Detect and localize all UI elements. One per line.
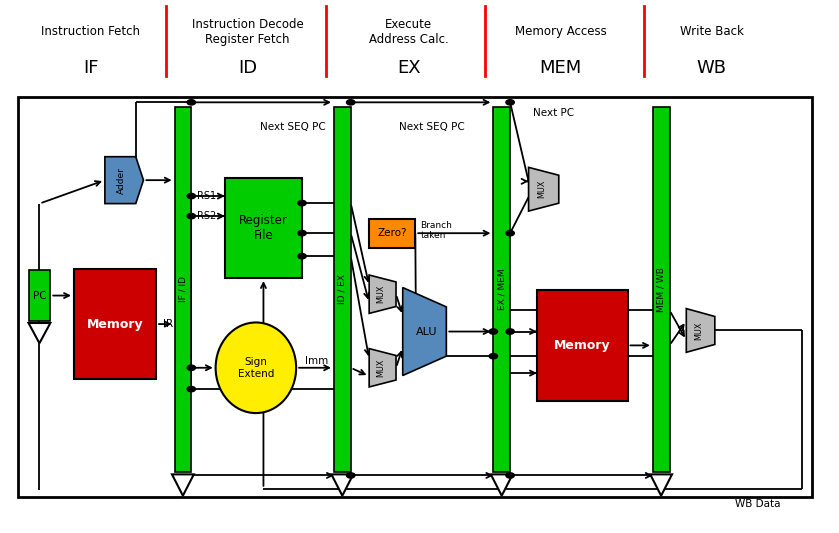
Text: PC: PC: [33, 290, 46, 301]
Ellipse shape: [216, 322, 296, 413]
Text: Zero?: Zero?: [378, 228, 407, 238]
Text: IR: IR: [163, 319, 173, 329]
Text: Next PC: Next PC: [533, 108, 575, 118]
Circle shape: [489, 353, 498, 359]
Text: RS1: RS1: [197, 191, 216, 201]
Circle shape: [506, 100, 514, 105]
Bar: [653, 107, 670, 472]
Text: Next SEQ PC: Next SEQ PC: [260, 122, 326, 132]
Text: ALU: ALU: [415, 327, 437, 336]
Polygon shape: [369, 349, 396, 387]
Circle shape: [187, 365, 195, 370]
Bar: [369, 219, 415, 248]
Bar: [74, 269, 156, 379]
Text: MUX: MUX: [695, 321, 703, 340]
Text: Adder: Adder: [117, 167, 126, 193]
Polygon shape: [403, 288, 446, 375]
Text: EX / MEM: EX / MEM: [498, 268, 506, 310]
Polygon shape: [172, 474, 194, 496]
Circle shape: [298, 230, 306, 236]
Text: IF / ID: IF / ID: [179, 276, 187, 302]
Polygon shape: [331, 474, 353, 496]
Text: WB Data: WB Data: [735, 499, 780, 508]
Circle shape: [187, 213, 195, 219]
Bar: [334, 107, 351, 472]
Circle shape: [187, 100, 195, 105]
Polygon shape: [29, 323, 50, 343]
Bar: [18, 97, 812, 497]
Text: MEM / WB: MEM / WB: [657, 266, 665, 312]
Text: Next SEQ PC: Next SEQ PC: [399, 122, 465, 132]
Text: MUX: MUX: [377, 285, 385, 303]
Circle shape: [298, 200, 306, 206]
Text: Imm: Imm: [305, 357, 328, 366]
Text: IF: IF: [83, 59, 98, 77]
Circle shape: [489, 329, 498, 334]
Bar: [493, 107, 510, 472]
Circle shape: [187, 386, 195, 392]
Polygon shape: [686, 309, 715, 352]
Circle shape: [506, 230, 514, 236]
Text: Instruction Decode
Register Fetch: Instruction Decode Register Fetch: [191, 18, 304, 46]
Text: MEM: MEM: [539, 59, 581, 77]
Text: MUX: MUX: [538, 180, 546, 198]
Text: Instruction Fetch: Instruction Fetch: [41, 26, 140, 38]
Text: EX: EX: [397, 59, 420, 77]
Circle shape: [347, 473, 355, 478]
Text: WB: WB: [696, 59, 727, 77]
Text: ID: ID: [238, 59, 257, 77]
Text: MUX: MUX: [377, 359, 385, 377]
Circle shape: [187, 193, 195, 199]
Polygon shape: [650, 474, 672, 496]
Bar: [175, 107, 191, 472]
Text: Sign
Extend: Sign Extend: [237, 357, 274, 378]
Text: Execute
Address Calc.: Execute Address Calc.: [368, 18, 449, 46]
Text: Memory Access: Memory Access: [514, 26, 607, 38]
Polygon shape: [529, 167, 559, 211]
Polygon shape: [105, 157, 143, 204]
Polygon shape: [491, 474, 513, 496]
Text: ID / EX: ID / EX: [338, 274, 347, 304]
Bar: [537, 290, 628, 401]
Bar: [225, 178, 302, 278]
Polygon shape: [369, 275, 396, 313]
Text: Register
File: Register File: [239, 214, 288, 242]
Bar: [29, 270, 50, 321]
Text: Memory: Memory: [554, 339, 611, 352]
Circle shape: [506, 329, 514, 334]
Circle shape: [298, 254, 306, 259]
Text: RS2: RS2: [197, 211, 216, 221]
Text: Write Back: Write Back: [680, 26, 743, 38]
Text: Branch
taken: Branch taken: [420, 221, 452, 240]
Circle shape: [347, 100, 355, 105]
Text: Memory: Memory: [86, 318, 143, 330]
Circle shape: [506, 473, 514, 478]
